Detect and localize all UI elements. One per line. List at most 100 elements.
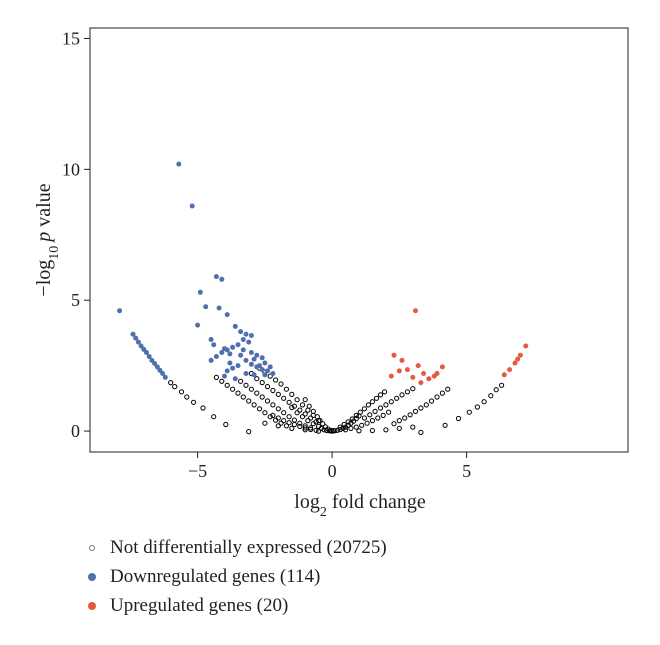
data-point — [289, 425, 295, 431]
data-point — [248, 350, 254, 355]
data-point — [369, 418, 375, 424]
data-point — [251, 402, 257, 408]
data-point — [211, 342, 217, 348]
data-point — [418, 380, 424, 386]
data-point — [240, 347, 246, 353]
data-point — [278, 420, 284, 426]
data-point — [232, 323, 238, 329]
data-point — [238, 352, 244, 358]
data-point — [283, 386, 289, 392]
data-point — [168, 380, 174, 386]
legend-item-downregulated: Downregulated genes (114) — [88, 562, 387, 591]
data-point — [365, 402, 371, 408]
data-point — [377, 405, 384, 411]
data-point — [523, 343, 529, 349]
data-point — [429, 398, 435, 404]
data-point — [235, 342, 241, 348]
data-point — [270, 402, 276, 408]
series-2 — [388, 308, 529, 386]
data-point — [189, 203, 195, 209]
open-circle-marker-icon — [89, 544, 95, 551]
data-point — [191, 399, 197, 405]
data-point — [230, 365, 236, 371]
data-point — [203, 304, 209, 310]
data-point — [493, 387, 499, 393]
data-point — [254, 376, 260, 382]
data-point — [501, 372, 507, 378]
data-point — [391, 352, 397, 358]
data-point — [394, 395, 400, 401]
data-point — [259, 380, 265, 386]
data-point — [412, 408, 419, 414]
data-point — [251, 372, 257, 378]
data-point — [439, 390, 445, 396]
data-point — [195, 322, 201, 328]
data-point — [219, 276, 225, 282]
data-point — [407, 412, 413, 418]
data-point — [308, 415, 314, 421]
data-point — [213, 354, 219, 359]
data-point — [138, 343, 144, 349]
data-point — [369, 427, 375, 434]
data-point — [442, 422, 448, 428]
legend-label: Not differentially expressed (20725) — [110, 536, 387, 558]
data-point — [439, 364, 445, 370]
data-point — [445, 386, 451, 392]
data-point — [404, 367, 410, 373]
data-point — [455, 415, 462, 422]
data-point — [399, 357, 405, 363]
data-point — [396, 425, 402, 431]
data-point — [208, 357, 214, 363]
data-point — [238, 378, 244, 384]
data-point — [308, 426, 314, 433]
data-point — [254, 390, 260, 396]
data-point — [281, 395, 287, 401]
data-point — [310, 408, 316, 414]
data-point — [488, 393, 494, 399]
legend-label: Downregulated genes (114) — [110, 565, 321, 587]
data-point — [246, 339, 252, 345]
data-point — [286, 414, 292, 420]
data-point — [410, 424, 416, 430]
data-point — [291, 417, 297, 423]
data-point — [353, 424, 359, 430]
data-point — [259, 367, 265, 373]
data-point — [259, 394, 265, 400]
data-point — [259, 355, 265, 361]
data-point — [184, 394, 190, 400]
data-point — [314, 414, 320, 420]
data-point — [262, 372, 268, 378]
data-point — [281, 410, 287, 416]
data-point — [348, 425, 354, 431]
data-point — [144, 350, 149, 355]
data-point — [262, 420, 268, 426]
data-point — [396, 418, 402, 424]
data-point — [383, 402, 389, 408]
series-0 — [168, 365, 505, 435]
x-tick-label: 0 — [328, 461, 337, 481]
data-point — [265, 368, 270, 374]
data-point — [310, 421, 316, 427]
data-point — [517, 352, 523, 358]
data-point — [402, 415, 408, 421]
y-tick-label: 5 — [71, 290, 80, 310]
data-point — [286, 420, 292, 426]
data-point — [262, 360, 268, 366]
data-point — [130, 331, 136, 337]
data-points — [117, 161, 529, 435]
data-point — [178, 389, 185, 395]
data-point — [230, 344, 236, 350]
legend-item-not-differentially-expressed: Not differentially expressed (20725) — [88, 533, 387, 562]
data-point — [267, 364, 273, 370]
data-point — [176, 161, 182, 167]
data-point — [160, 371, 166, 376]
data-point — [316, 428, 322, 434]
data-point — [388, 373, 394, 379]
data-point — [386, 409, 392, 415]
legend-label: Upregulated genes (20) — [110, 594, 289, 616]
data-point — [213, 274, 219, 280]
data-point — [342, 427, 349, 433]
data-point — [466, 409, 472, 415]
data-point — [197, 289, 203, 295]
